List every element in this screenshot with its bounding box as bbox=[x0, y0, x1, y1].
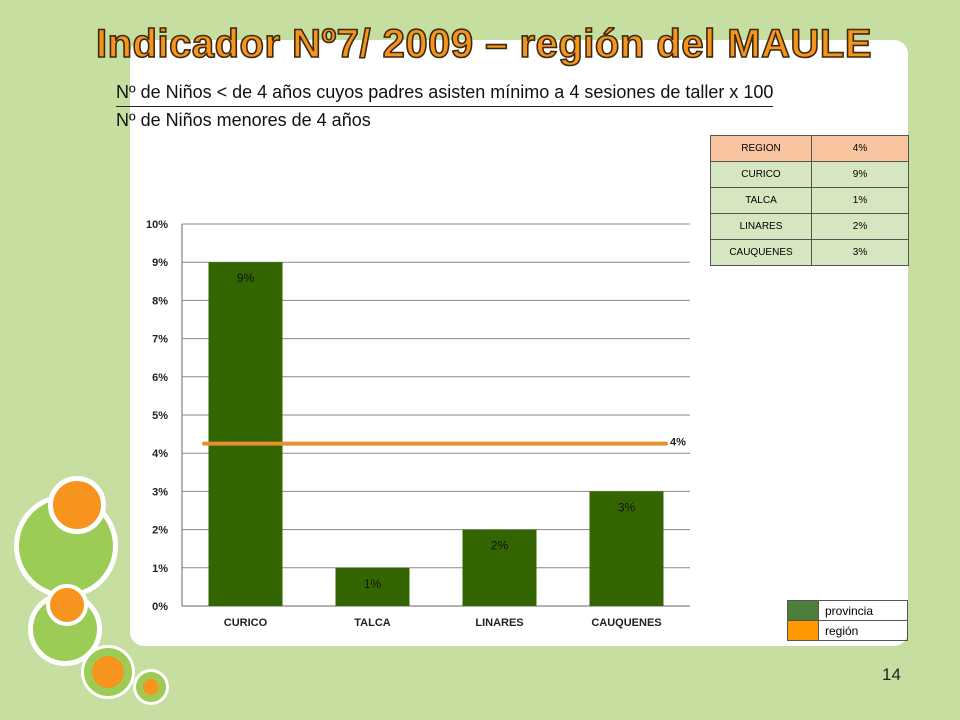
table-cell: 3% bbox=[811, 239, 909, 266]
table-cell: TALCA bbox=[710, 187, 812, 214]
slide-title: Indicador Nº7/ 2009 – región del MAULE bbox=[95, 21, 873, 67]
y-tick-label: 5% bbox=[152, 410, 168, 422]
table-row: CAUQUENES 3% bbox=[710, 239, 909, 266]
table-cell: CAUQUENES bbox=[710, 239, 812, 266]
x-tick-label: CURICO bbox=[224, 617, 268, 629]
table-header-cell: REGION bbox=[710, 135, 812, 162]
y-tick-label: 1% bbox=[152, 563, 168, 575]
table-header-row: REGION 4% bbox=[710, 135, 909, 162]
y-tick-label: 8% bbox=[152, 295, 168, 307]
bar bbox=[208, 262, 283, 606]
decorative-circle-orange-2 bbox=[46, 584, 88, 626]
legend-label: región bbox=[818, 620, 908, 641]
decorative-circle-orange-1 bbox=[48, 476, 106, 534]
legend-swatch-region bbox=[787, 620, 819, 641]
formula-numerator: Nº de Niños < de 4 años cuyos padres asi… bbox=[116, 82, 774, 107]
table-row: LINARES 2% bbox=[710, 213, 909, 240]
bar-value-label: 9% bbox=[237, 271, 255, 285]
bars bbox=[202, 262, 668, 606]
y-tick-label: 10% bbox=[146, 219, 168, 231]
y-tick-label: 4% bbox=[152, 448, 168, 460]
legend-item: provincia bbox=[787, 600, 908, 621]
decorative-ring-2 bbox=[136, 672, 166, 702]
table-header-cell: 4% bbox=[811, 135, 909, 162]
table-row: TALCA 1% bbox=[710, 187, 909, 214]
y-tick-label: 0% bbox=[152, 601, 168, 613]
data-table: REGION 4% CURICO 9% TALCA 1% LINARES 2% … bbox=[710, 135, 909, 266]
y-tick-label: 3% bbox=[152, 486, 168, 498]
y-tick-label: 2% bbox=[152, 525, 168, 537]
page-number: 14 bbox=[882, 665, 901, 684]
y-tick-label: 9% bbox=[152, 257, 168, 269]
legend-item: región bbox=[787, 620, 908, 641]
legend-swatch-provincia bbox=[787, 600, 819, 621]
table-cell: LINARES bbox=[710, 213, 812, 240]
x-tick-label: TALCA bbox=[354, 617, 391, 629]
bar-value-label: 2% bbox=[491, 539, 509, 553]
table-cell: 9% bbox=[811, 161, 909, 188]
table-cell: 1% bbox=[811, 187, 909, 214]
bar-value-label: 1% bbox=[364, 577, 382, 591]
y-tick-label: 6% bbox=[152, 372, 168, 384]
x-tick-label: LINARES bbox=[475, 617, 523, 629]
table-cell: 2% bbox=[811, 213, 909, 240]
table-cell: CURICO bbox=[710, 161, 812, 188]
x-tick-label: CAUQUENES bbox=[591, 617, 661, 629]
indicator-formula: Nº de Niños < de 4 años cuyos padres asi… bbox=[116, 82, 774, 131]
bar bbox=[462, 529, 537, 606]
legend-label: provincia bbox=[818, 600, 908, 621]
labels: 0% 1% 2% 3% 4% 5% 6% 7% 8% 9% 10% 9% CURICO 1% TALCA 2%… bbox=[146, 219, 686, 629]
reference-line-label: 4% bbox=[670, 437, 686, 449]
decorative-ring-1 bbox=[84, 648, 132, 696]
table-row: CURICO 9% bbox=[710, 161, 909, 188]
bar-value-label: 3% bbox=[618, 500, 636, 514]
bar bbox=[589, 491, 664, 606]
y-tick-label: 7% bbox=[152, 334, 168, 346]
formula-denominator: Nº de Niños menores de 4 años bbox=[116, 110, 371, 130]
bar bbox=[335, 567, 410, 606]
chart-legend: provincia región bbox=[787, 600, 908, 641]
